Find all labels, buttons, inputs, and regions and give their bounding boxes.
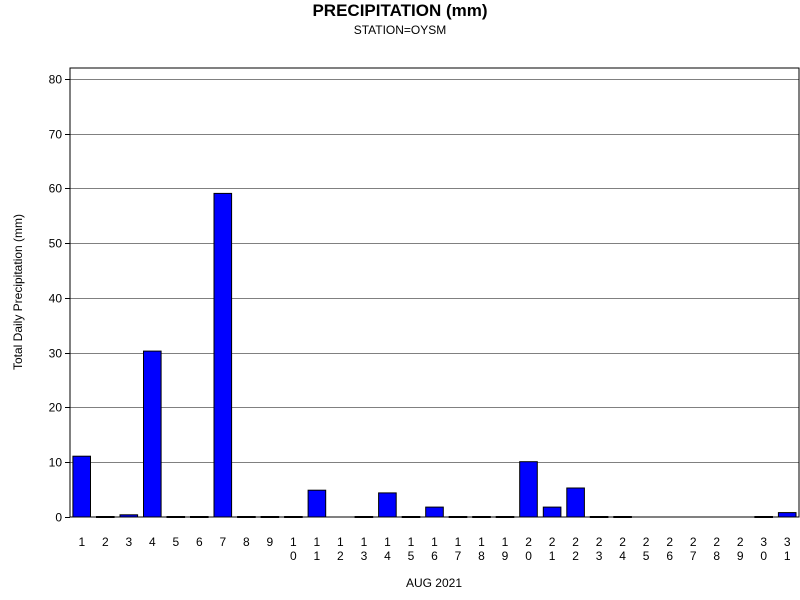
x-tick-label: 4 (149, 535, 156, 549)
bar (143, 350, 162, 518)
bar (542, 506, 562, 518)
y-tick-label: 10 (49, 456, 63, 470)
y-tick-label: 50 (49, 237, 63, 251)
x-tick-label: 8 (243, 535, 250, 549)
bar (213, 192, 233, 518)
x-tick-label: 9 (267, 535, 274, 549)
x-tick-label: 2 (102, 535, 109, 549)
bar (72, 455, 92, 518)
x-tick-label: 3 (125, 535, 132, 549)
bar (425, 506, 444, 518)
x-tick-label: 1 (78, 535, 85, 549)
y-tick-label: 0 (55, 511, 62, 525)
x-tick-label: 6 (196, 535, 203, 549)
bar (566, 487, 585, 518)
bars (72, 192, 797, 518)
bar (519, 461, 538, 518)
x-axis: 1 2 3 4 5 6 7 8 9 1 01 11 21 31 41 51 61 71 81 92 02 12 22 32 42… (78, 535, 790, 563)
y-tick-label: 20 (49, 401, 63, 415)
y-axis: 0 10 20 30 40 50 60 70 80 (49, 73, 70, 525)
x-axis-label: AUG 2021 (406, 576, 462, 590)
x-tick-label: 5 (172, 535, 179, 549)
gridlines (70, 79, 799, 463)
y-tick-label: 80 (49, 73, 63, 87)
y-tick-label: 60 (49, 182, 63, 196)
y-axis-label: Total Daily Precipitation (mm) (11, 214, 25, 370)
chart-subtitle: STATION=OYSM (353, 23, 447, 37)
y-tick-label: 40 (49, 292, 63, 306)
y-tick-label: 30 (49, 347, 63, 361)
bar (307, 489, 327, 518)
x-tick-label: 7 (220, 535, 227, 549)
bar (777, 512, 797, 518)
plot-frame (69, 67, 800, 518)
y-tick-label: 70 (49, 128, 63, 142)
chart-title: PRECIPITATION (mm) (312, 1, 488, 20)
bar (378, 492, 397, 518)
